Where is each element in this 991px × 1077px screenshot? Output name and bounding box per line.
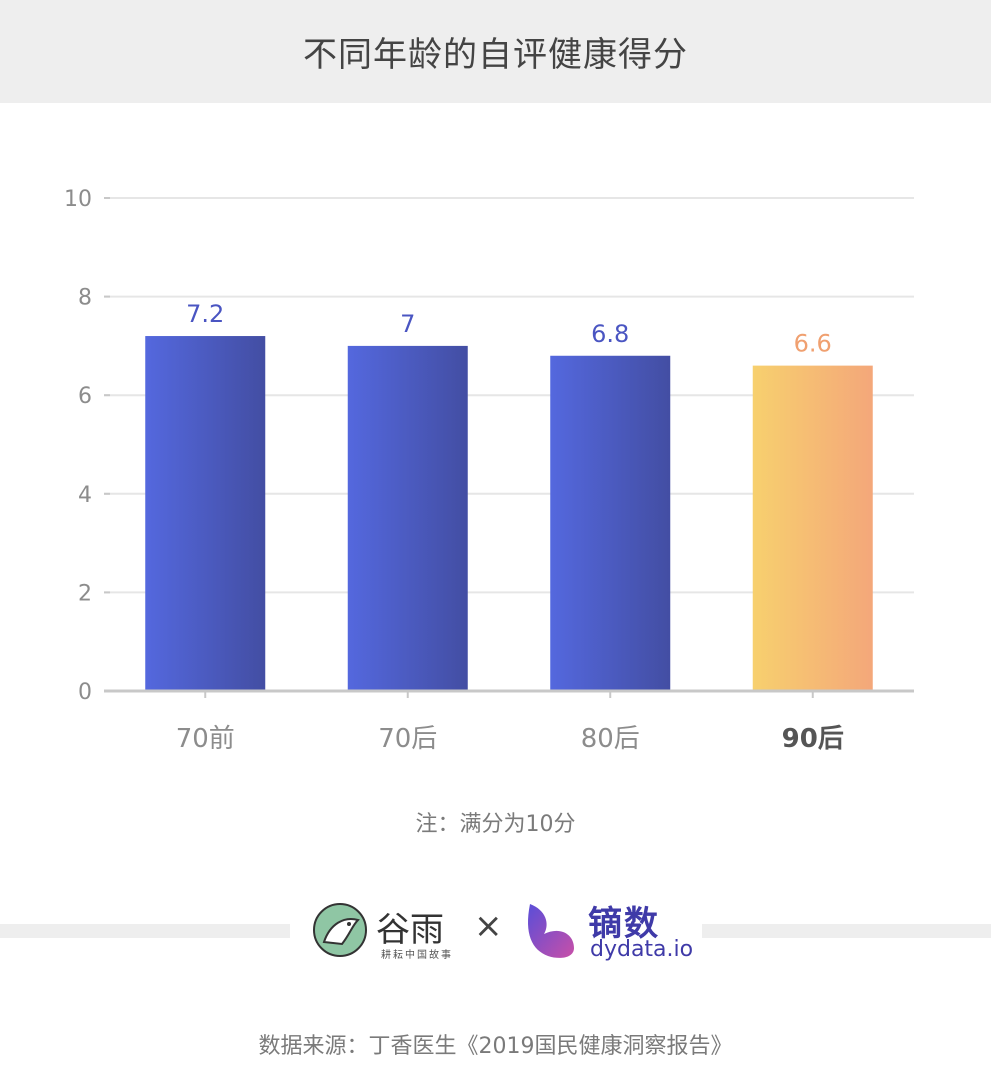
bar (550, 355, 671, 691)
data-label: 6.8 (591, 320, 629, 348)
times-sign: × (474, 906, 503, 946)
chart-title: 不同年龄的自评健康得分 (303, 35, 688, 75)
dydata-name: 镝数 (588, 904, 660, 944)
guyu-logo-icon (313, 903, 367, 957)
bar (347, 345, 468, 691)
data-label: 6.6 (794, 330, 832, 358)
y-tick-label: 8 (78, 286, 92, 311)
x-tick-label: 90后 (782, 724, 844, 754)
y-tick-label: 4 (78, 483, 92, 508)
title-bar: 不同年龄的自评健康得分 (0, 0, 991, 103)
data-source: 数据来源：丁香医生《2019国民健康洞察报告》 (258, 1034, 733, 1059)
guyu-subtitle: 耕耘中国故事 (381, 950, 453, 961)
guyu-name: 谷雨 (376, 910, 444, 950)
x-tick-label: 70前 (176, 724, 235, 754)
data-label: 7 (400, 310, 415, 338)
dydata-url: dydata.io (590, 937, 694, 962)
y-tick-label: 0 (78, 680, 92, 705)
chart-note: 注：满分为10分 (415, 812, 576, 837)
x-tick-label: 80后 (581, 724, 640, 754)
bar-chart: 0 2 4 6 8 10 7.2 70前 7 70后 6.8 80后 6.6 90后 (64, 187, 914, 754)
y-tick-label: 6 (78, 384, 92, 409)
dydata-logo-icon (528, 904, 574, 958)
data-label: 7.2 (186, 300, 224, 328)
bar (752, 365, 873, 691)
y-tick-label: 2 (78, 581, 92, 606)
y-tick-label: 10 (64, 187, 92, 212)
x-tick-label: 70后 (378, 724, 437, 754)
bar (145, 336, 266, 691)
